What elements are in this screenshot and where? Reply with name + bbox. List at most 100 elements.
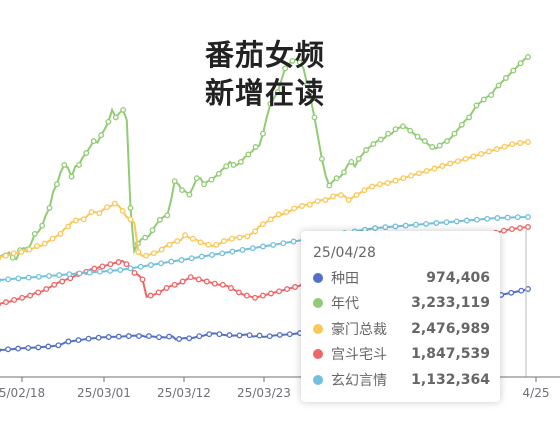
data-point [137,263,144,270]
data-point [59,278,66,285]
data-point [392,177,399,184]
data-point [61,161,68,168]
data-point [290,238,297,245]
data-point [423,167,430,174]
data-point [289,57,296,64]
data-point [39,222,46,229]
data-point [292,284,299,290]
data-point [171,178,178,185]
data-point [508,289,515,296]
data-point [120,106,127,113]
data-point [414,133,421,140]
chart-title-line-2: 新增在读 [204,76,325,110]
data-point [55,342,62,349]
data-point [35,273,42,280]
data-point [314,198,321,205]
data-point [400,175,407,182]
data-point [280,240,287,247]
data-point [135,249,142,255]
data-point [88,209,95,216]
data-point [139,276,146,283]
data-point [330,193,337,200]
data-point [423,220,430,227]
data-point [5,346,12,353]
tooltip-series-name: 种田 [331,270,359,287]
data-point [291,205,298,212]
data-point [473,102,480,109]
data-point [223,163,230,170]
data-point [45,343,52,350]
data-point [127,216,134,223]
data-point [353,192,360,199]
data-point [306,201,313,208]
data-point [46,272,52,279]
data-point [326,182,333,189]
data-point [158,260,165,267]
data-point [72,217,79,224]
data-point [51,281,58,288]
tooltip-series-name: 豪门总裁 [331,321,387,338]
data-point [260,243,266,250]
data-point [156,334,162,341]
data-point [518,287,525,294]
data-point [276,288,283,295]
data-point [447,160,454,167]
data-point [75,337,82,344]
data-point [267,216,274,223]
data-point [86,269,93,276]
data-point [147,262,154,268]
data-point [226,332,233,339]
data-point [230,161,237,168]
data-point [227,285,234,291]
data-point [189,235,196,242]
data-point [147,292,154,299]
data-point [345,197,352,203]
data-point [412,221,419,228]
series-1 [0,54,531,261]
data-point [443,219,450,226]
data-point [96,210,103,217]
data-point [429,144,436,150]
data-point [68,173,75,180]
data-point [65,338,72,345]
data-point [166,333,173,340]
data-point [3,299,9,306]
data-point [451,130,458,137]
data-point [211,280,218,287]
data-point [260,221,266,228]
data-point [252,144,259,150]
data-point [504,214,511,221]
x-tick-label: 25/03/01 [77,386,131,400]
data-point [174,238,181,245]
data-point [486,148,492,155]
data-point [376,181,383,188]
data-point [15,345,22,352]
data-point [284,286,291,293]
data-point [484,215,491,222]
data-point [369,183,376,190]
data-point [474,216,480,223]
data-point [205,241,212,248]
data-point [9,254,16,261]
data-point [415,170,422,177]
data-point [274,89,281,96]
data-point [282,65,289,72]
data-point [444,138,450,145]
tooltip-series-value: 1,132,364 [411,371,490,388]
data-point [91,265,98,272]
tooltip-series-name: 宫斗宅斗 [331,347,387,364]
data-point [228,235,235,242]
data-point [76,270,83,277]
data-point [193,175,200,182]
data-point [66,271,73,278]
data-point [179,187,185,194]
data-point [355,155,362,162]
data-point [237,158,244,165]
data-point [96,268,103,275]
data-point [95,334,102,341]
data-point [76,161,82,168]
data-point [260,130,266,137]
data-point [333,175,340,182]
data-point [275,211,282,218]
data-point [206,331,213,338]
